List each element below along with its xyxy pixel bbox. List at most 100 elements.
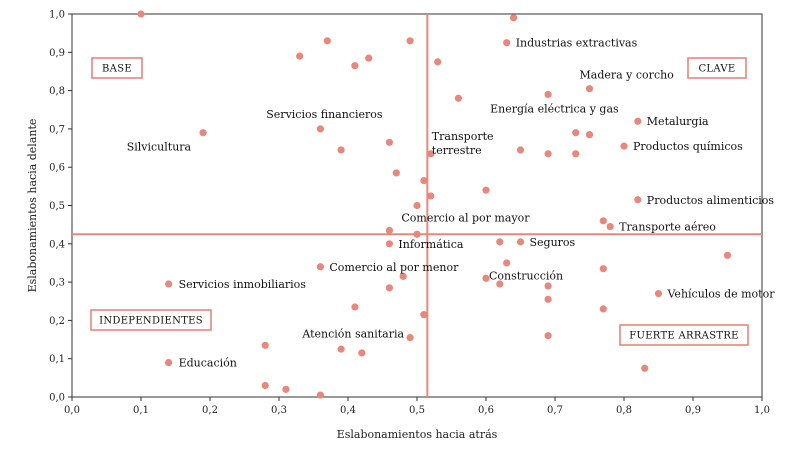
point-label: Energía eléctrica y gas [490, 102, 619, 115]
data-point [454, 94, 462, 102]
data-point [385, 138, 393, 146]
y-tick-label: 0,7 [49, 124, 65, 135]
y-tick-label: 0,0 [49, 393, 65, 404]
quadrant-label-bottom-right: FUERTE ARRASTRE [619, 324, 749, 346]
data-point [585, 85, 594, 93]
data-points [137, 10, 732, 399]
quadrant-label-box [90, 309, 212, 331]
data-point [544, 332, 552, 340]
x-tick-label: 0,8 [616, 405, 632, 416]
data-point [365, 54, 373, 62]
point-labels: Industrias extractivas Madera y corcho Ene… [127, 37, 776, 370]
quadrant-label-bottom-left: INDEPENDIENTES [90, 309, 212, 331]
point-label: Comercio al por menor [329, 261, 459, 274]
data-point [165, 280, 173, 288]
data-point [351, 303, 359, 311]
x-tick-label: 0,5 [409, 405, 425, 416]
data-point [620, 142, 628, 150]
data-point [572, 129, 580, 137]
x-tick-label: 0,1 [133, 405, 149, 416]
point-label: Madera y corcho [580, 69, 675, 82]
point-label: Seguros [530, 236, 576, 249]
point-label-line: terrestre [432, 144, 482, 157]
data-point [509, 14, 518, 22]
data-point [544, 282, 552, 290]
data-point [599, 217, 607, 225]
x-tick-label: 0,2 [202, 405, 218, 416]
data-point [544, 90, 552, 99]
data-point [420, 177, 428, 185]
y-tick-label: 0,4 [49, 239, 65, 250]
data-point [654, 289, 663, 298]
data-point [137, 10, 145, 18]
quadrant-label-text: BASE [102, 64, 132, 75]
data-point [544, 150, 552, 158]
data-point [323, 37, 331, 45]
y-tick-label: 0,8 [49, 86, 65, 97]
data-point [641, 364, 649, 372]
quadrant-label-box [91, 57, 143, 79]
data-point [358, 349, 366, 357]
data-point [634, 196, 642, 204]
point-label: Transporte terrestre [432, 130, 494, 157]
point-label: Metalurgia [647, 115, 709, 128]
data-point [316, 263, 324, 271]
y-tick-label: 0,2 [49, 316, 65, 327]
data-point [316, 391, 324, 399]
data-point [296, 52, 304, 60]
data-point [427, 192, 435, 200]
quadrant-label-text: CLAVE [698, 64, 735, 75]
y-tick-label: 0,9 [49, 48, 65, 59]
data-point [406, 37, 414, 45]
data-point [634, 117, 642, 125]
data-point [282, 385, 290, 393]
point-label: Informática [398, 238, 463, 251]
data-point [434, 58, 442, 66]
data-point [261, 381, 269, 390]
point-label: Transporte aéreo [619, 221, 716, 234]
x-tick-label: 0,3 [271, 405, 287, 416]
y-tick-label: 0,6 [49, 163, 65, 174]
data-point [261, 341, 269, 349]
data-point [572, 150, 580, 158]
data-point [413, 201, 421, 210]
data-point [606, 222, 614, 231]
y-tick-label: 0,1 [49, 354, 65, 365]
data-point [599, 265, 607, 273]
data-point [351, 62, 359, 70]
quadrant-label-top-right: CLAVE [687, 57, 747, 79]
y-tick-label: 0,3 [49, 278, 65, 289]
quadrant-label-text: FUERTE ARRASTRE [629, 331, 739, 342]
data-point [516, 146, 525, 154]
point-label: Vehículos de motor [667, 288, 776, 301]
quadrant-labels: BASE CLAVE INDEPENDIENTES FUERTE ARRASTRE [90, 57, 749, 346]
data-point [544, 295, 552, 303]
data-point [413, 230, 421, 238]
x-tick-label: 0,4 [340, 405, 356, 416]
data-point [337, 146, 345, 154]
y-tick-label: 0,5 [49, 201, 65, 212]
data-point [385, 240, 393, 248]
point-label: Educación [179, 357, 237, 370]
point-label: Construcción [489, 269, 563, 282]
point-label-line: Transporte [432, 130, 494, 143]
x-tick-label: 1,0 [754, 405, 770, 416]
data-point [392, 169, 400, 177]
plot-axes: 0,0 0,1 0,2 0,3 0,4 0,5 0,6 0,7 0,8 0,9 1,0 0,0 0,1 0… [49, 10, 770, 417]
x-tick-label: 0,6 [478, 405, 494, 416]
data-point [427, 150, 435, 158]
data-point [385, 284, 393, 292]
point-label: Productos alimenticios [647, 194, 775, 207]
x-tick-label: 0,0 [64, 405, 80, 416]
data-point [165, 358, 173, 367]
data-point [585, 131, 594, 139]
quadrant-label-box [687, 57, 747, 79]
point-label: Servicios financieros [266, 108, 383, 121]
x-axis-title: Eslabonamientos hacia atrás [337, 428, 498, 441]
data-point [496, 280, 504, 288]
data-point [199, 129, 207, 137]
data-point [599, 305, 607, 313]
x-tick-label: 0,7 [547, 405, 563, 416]
data-point [385, 226, 393, 234]
